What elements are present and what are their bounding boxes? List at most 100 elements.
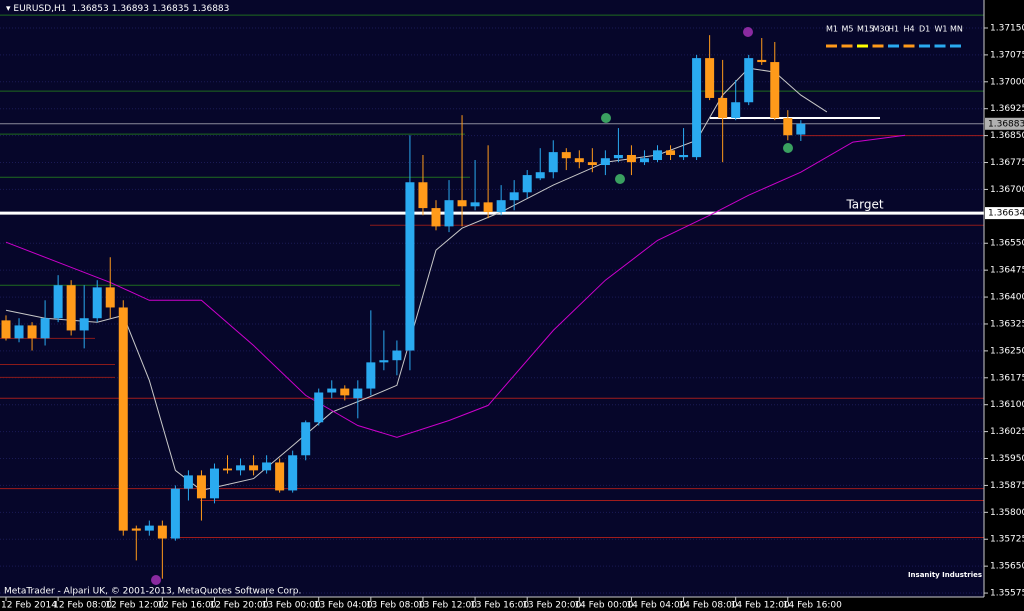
candle-body: [744, 58, 754, 103]
candle-body: [796, 123, 806, 135]
candle-body: [275, 462, 285, 491]
timeframe-label: W1: [935, 25, 948, 34]
candle-body: [548, 152, 558, 173]
x-tick-label: 14 Feb 04:00: [626, 601, 685, 611]
candle-body: [301, 422, 311, 456]
timeframe-label: MN: [950, 25, 963, 34]
y-tick-label: 1.35950: [990, 454, 1024, 464]
candle-body: [327, 388, 337, 393]
candle-body: [340, 388, 350, 396]
symbol: EURUSD,H1: [13, 4, 66, 14]
timeframe-label: M15: [857, 25, 874, 34]
x-tick-label: 13 Feb 00:00: [262, 601, 321, 611]
footer: MetaTrader - Alpari UK, © 2001-2013, Met…: [4, 587, 301, 597]
candle-body: [626, 154, 636, 163]
candle-body: [770, 62, 780, 119]
x-tick-label: 14 Feb 08:00: [679, 601, 738, 611]
y-tick-label: 1.35800: [990, 508, 1024, 518]
x-tick-label: 13 Feb 20:00: [522, 601, 581, 611]
candle-body: [209, 468, 219, 499]
y-tick-label: 1.35875: [990, 481, 1024, 491]
target-label: Target: [845, 198, 883, 212]
candle-body: [496, 200, 506, 213]
x-tick-label: 14 Feb 16:00: [783, 601, 842, 611]
plot-area: [0, 0, 984, 597]
logo: Insanity Industries: [908, 571, 982, 579]
candle-body: [444, 200, 454, 227]
candle-body: [509, 192, 519, 201]
y-tick-label: 1.35575: [990, 589, 1024, 599]
candle-body: [79, 318, 89, 331]
candle-body: [27, 325, 37, 339]
candle-body: [535, 172, 545, 179]
candle-body: [170, 488, 180, 539]
y-tick-label: 1.36175: [990, 373, 1024, 383]
candle-body: [118, 307, 128, 531]
candle-body: [236, 465, 246, 471]
candle-body: [1, 320, 11, 339]
candle-body: [483, 202, 493, 213]
candle-body: [131, 528, 141, 531]
low-price: 1.36835: [152, 4, 189, 14]
candle-body: [718, 97, 728, 119]
candle-body: [431, 208, 441, 227]
target-tag-label: 1.36634: [988, 209, 1024, 219]
candle-body: [731, 102, 741, 119]
candle-body: [600, 158, 610, 166]
y-tick-label: 1.35725: [990, 535, 1024, 545]
candle-body: [757, 59, 767, 63]
candle-body: [314, 392, 324, 423]
candle-body: [574, 158, 584, 163]
timeframe-label: H4: [904, 25, 915, 34]
y-tick-label: 1.36400: [990, 293, 1024, 303]
x-tick-label: 13 Feb 08:00: [366, 601, 425, 611]
candle-body: [196, 475, 206, 499]
x-tick-label: 14 Feb 00:00: [574, 601, 633, 611]
y-tick-label: 1.36100: [990, 400, 1024, 410]
candle-body: [418, 182, 428, 209]
candle-body: [470, 202, 480, 207]
y-tick-label: 1.37000: [990, 77, 1024, 87]
candle-body: [392, 350, 402, 361]
timeframe-label: M30: [873, 25, 890, 34]
candle-body: [288, 455, 298, 491]
candle-body: [183, 475, 193, 489]
y-tick-label: 1.36250: [990, 346, 1024, 356]
candle-body: [353, 388, 363, 399]
x-tick-label: 12 Feb 2014: [1, 601, 57, 611]
y-tick-label: 1.37150: [990, 23, 1024, 33]
candle-body: [262, 462, 272, 471]
fractal-up: [743, 27, 753, 37]
fractal-up: [601, 113, 611, 123]
arrow: ▾: [6, 4, 13, 14]
timeframe-label: H1: [888, 25, 899, 34]
y-tick-label: 1.36700: [990, 185, 1024, 195]
candle-body: [53, 285, 63, 319]
candle-body: [692, 58, 702, 158]
candle-body: [666, 150, 676, 155]
candle-body: [366, 362, 376, 389]
candle-body: [705, 58, 715, 98]
x-tick-label: 12 Feb 12:00: [105, 601, 164, 611]
candle-body: [679, 154, 689, 158]
x-tick-label: 13 Feb 12:00: [418, 601, 477, 611]
target-tag: [985, 207, 1024, 220]
fractal-down: [615, 174, 625, 184]
bid-tag-label: 1.36883: [988, 119, 1024, 129]
fractal-down: [783, 143, 793, 153]
y-tick-label: 1.36475: [990, 266, 1024, 276]
x-tick-label: 14 Feb 12:00: [731, 601, 790, 611]
x-tick-label: 13 Feb 04:00: [314, 601, 373, 611]
candle-body: [561, 152, 571, 159]
close-price: 1.36883: [192, 4, 229, 14]
candle-body: [66, 285, 76, 331]
candle-body: [587, 162, 597, 166]
timeframe-label: M1: [826, 25, 838, 34]
x-tick-label: 13 Feb 16:00: [470, 601, 529, 611]
candle-body: [157, 525, 167, 539]
candle-body: [14, 325, 24, 339]
candle-body: [223, 468, 233, 471]
candle-body: [653, 150, 662, 161]
high-price: 1.36893: [112, 4, 149, 14]
x-tick-label: 12 Feb 16:00: [157, 601, 216, 611]
